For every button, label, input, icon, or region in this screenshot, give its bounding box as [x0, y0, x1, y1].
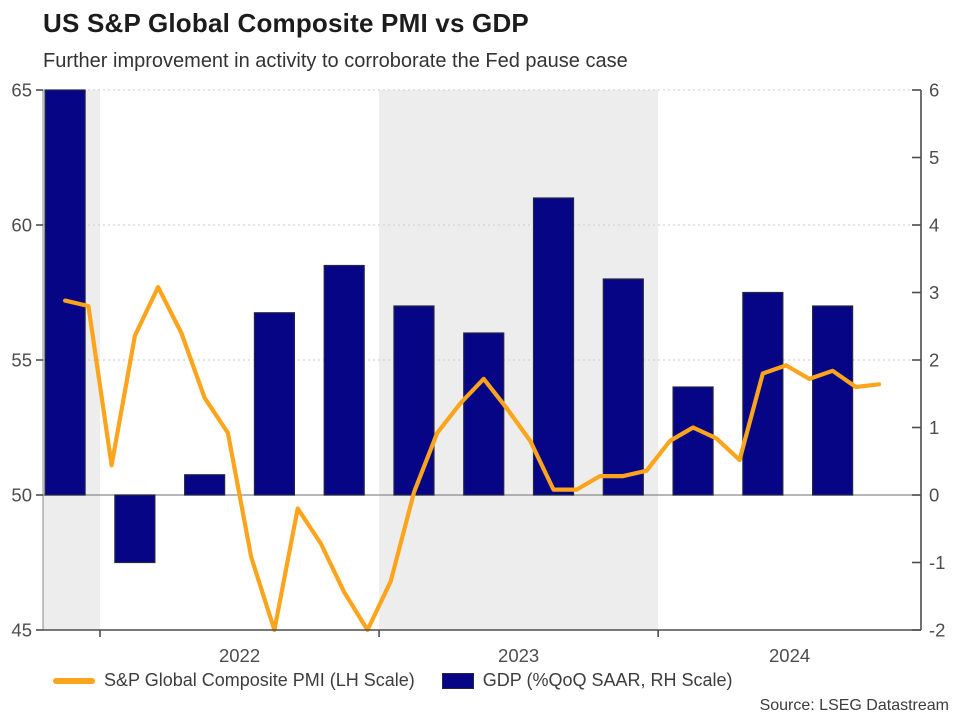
gdp-bar — [393, 305, 435, 496]
x-axis-year-label: 2023 — [498, 645, 539, 666]
legend-label-gdp: GDP (%QoQ SAAR, RH Scale) — [482, 670, 733, 690]
gdp-bars — [44, 89, 854, 564]
gdp-bar-swatch-icon — [441, 672, 474, 689]
gdp-bar — [602, 278, 644, 496]
right-axis-tick-label: 2 — [929, 350, 939, 371]
legend-item-pmi: S&P Global Composite PMI (LH Scale) — [53, 670, 415, 691]
left-axis-tick-label: 65 — [11, 80, 32, 101]
x-axis-year-label: 2024 — [769, 645, 810, 666]
chart-title: US S&P Global Composite PMI vs GDP — [43, 8, 529, 38]
gdp-bar — [672, 386, 714, 496]
gdp-bar — [323, 264, 365, 496]
pmi-line-swatch-icon — [53, 677, 95, 684]
left-axis-tick-label: 45 — [11, 620, 32, 641]
left-axis-tick-label: 55 — [11, 350, 32, 371]
gdp-bar — [184, 474, 226, 496]
right-axis-tick-label: 4 — [929, 215, 939, 236]
left-axis-tick-label: 60 — [11, 215, 32, 236]
right-axis-tick-label: 3 — [929, 282, 939, 303]
x-axis-year-label: 2022 — [219, 645, 260, 666]
gdp-bar — [742, 291, 784, 496]
legend-item-gdp: GDP (%QoQ SAAR, RH Scale) — [441, 670, 733, 691]
right-axis-tick-label: 6 — [929, 80, 939, 101]
gdp-bar — [532, 197, 575, 496]
legend-label-pmi: S&P Global Composite PMI (LH Scale) — [104, 670, 415, 690]
source-credit: Source: LSEG Datastream — [759, 697, 949, 714]
gdp-bar — [253, 312, 296, 496]
gdp-bar — [44, 89, 86, 496]
gdp-bar — [114, 494, 156, 564]
right-axis-tick-label: 0 — [929, 485, 939, 506]
right-axis-tick-label: -2 — [929, 620, 945, 641]
gdp-bar — [812, 305, 854, 496]
pmi-line — [62, 285, 882, 633]
gdp-bar — [463, 332, 505, 496]
right-axis-tick-label: 5 — [929, 147, 939, 168]
legend: S&P Global Composite PMI (LH Scale) GDP … — [53, 670, 733, 691]
right-axis-tick-label: -1 — [929, 552, 945, 573]
left-axis-tick-label: 50 — [11, 485, 32, 506]
chart-subtitle: Further improvement in activity to corro… — [43, 50, 628, 72]
right-axis-tick-label: 1 — [929, 417, 939, 438]
